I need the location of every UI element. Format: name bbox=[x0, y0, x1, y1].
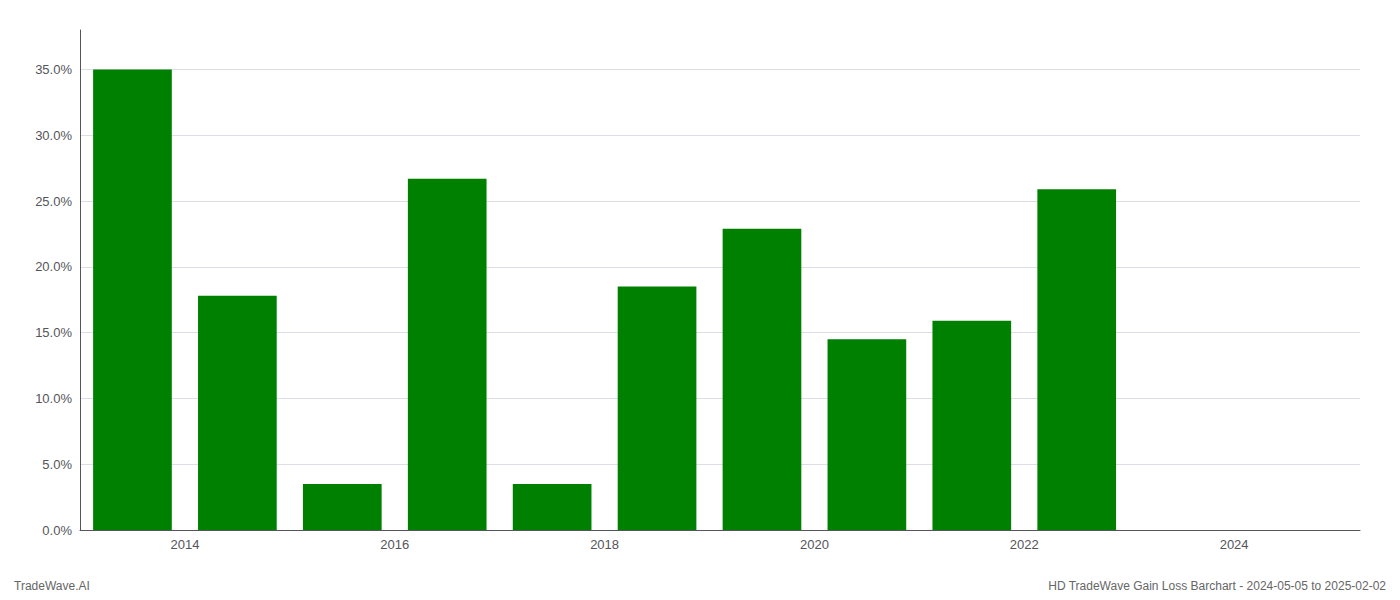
svg-text:TradeWave.AI: TradeWave.AI bbox=[14, 579, 90, 593]
svg-text:2014: 2014 bbox=[170, 537, 199, 552]
svg-text:2016: 2016 bbox=[380, 537, 409, 552]
svg-text:10.0%: 10.0% bbox=[35, 391, 72, 406]
svg-text:20.0%: 20.0% bbox=[35, 259, 72, 274]
svg-text:30.0%: 30.0% bbox=[35, 128, 72, 143]
svg-text:15.0%: 15.0% bbox=[35, 325, 72, 340]
svg-text:2022: 2022 bbox=[1010, 537, 1039, 552]
svg-text:2020: 2020 bbox=[800, 537, 829, 552]
svg-text:2018: 2018 bbox=[590, 537, 619, 552]
svg-text:0.0%: 0.0% bbox=[42, 523, 72, 538]
svg-text:5.0%: 5.0% bbox=[42, 457, 72, 472]
svg-text:35.0%: 35.0% bbox=[35, 62, 72, 77]
svg-text:25.0%: 25.0% bbox=[35, 194, 72, 209]
svg-text:HD TradeWave Gain Loss Barchar: HD TradeWave Gain Loss Barchart - 2024-0… bbox=[1048, 579, 1386, 593]
svg-text:2024: 2024 bbox=[1220, 537, 1249, 552]
